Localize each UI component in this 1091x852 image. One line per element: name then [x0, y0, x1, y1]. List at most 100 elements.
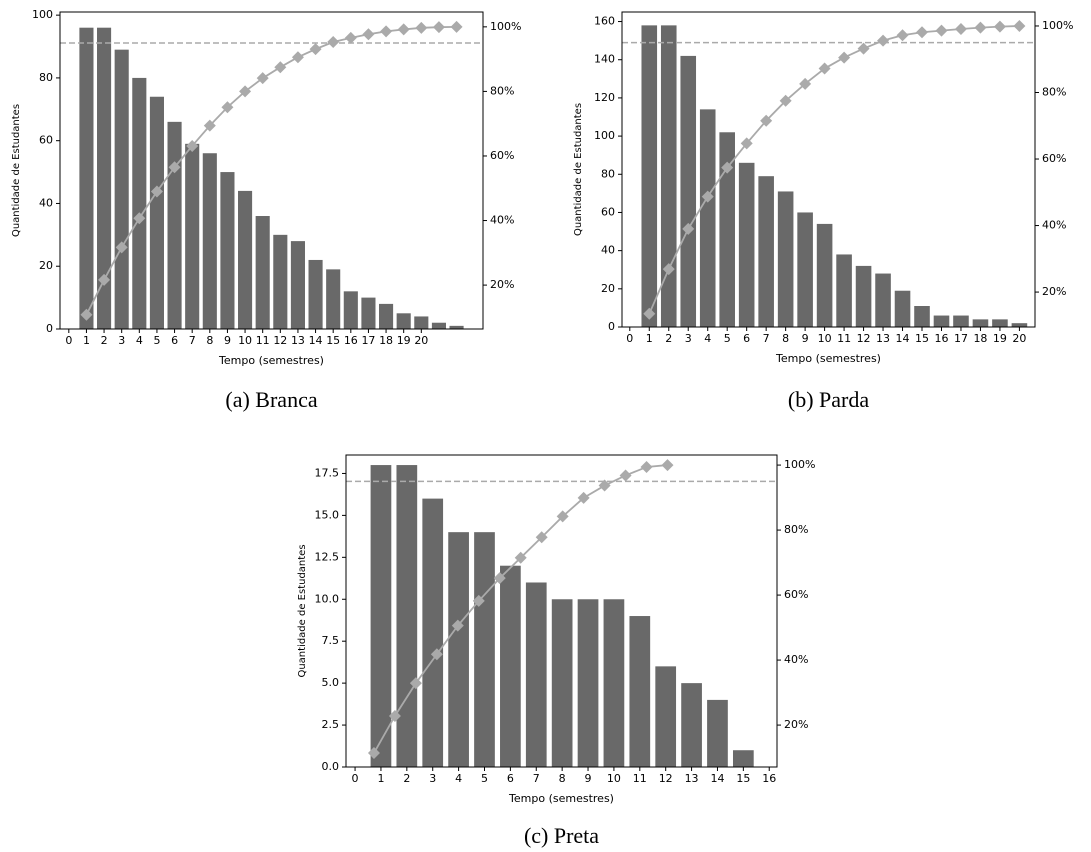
cumulative-marker: [662, 263, 675, 276]
y-axis-label: Quantidade de Estudantes: [573, 103, 584, 236]
x-tick-label: 3: [685, 332, 692, 345]
x-tick-label: 2: [101, 334, 108, 347]
bar: [396, 313, 411, 329]
cumulative-marker: [274, 61, 287, 74]
y-tick-label: 15.0: [315, 508, 340, 521]
cumulative-marker: [514, 551, 527, 564]
caption: (c) Preta: [524, 823, 599, 848]
x-tick-label: 0: [352, 772, 359, 785]
cumulative-marker: [721, 161, 734, 174]
bar: [414, 316, 429, 329]
y2-tick-label: 60%: [784, 588, 808, 601]
x-axis-label: Tempo (semestres): [508, 792, 614, 805]
cumulative-marker: [493, 572, 506, 585]
bar: [379, 303, 394, 329]
bar: [97, 27, 112, 330]
cumulative-marker: [150, 185, 163, 198]
cumulative-marker: [203, 119, 216, 132]
plot-frame: [621, 11, 1036, 328]
x-tick-label: 7: [189, 334, 196, 347]
bar: [449, 325, 464, 329]
bar: [396, 465, 418, 767]
bar: [933, 315, 950, 327]
cumulative-marker: [556, 510, 569, 523]
y-axis-label: Quantidade de Estudantes: [297, 544, 308, 677]
x-tick-label: 10: [818, 332, 832, 345]
y2-tick-label: 80%: [784, 523, 808, 536]
bar: [551, 599, 573, 767]
cumulative-marker: [838, 51, 851, 64]
cumulative-marker: [682, 222, 695, 235]
cumulative-marker: [309, 43, 322, 56]
cumulative-marker: [954, 22, 967, 35]
y-tick-label: 60: [601, 205, 615, 218]
cumulative-marker: [818, 62, 831, 75]
bar: [577, 599, 599, 767]
cumulative-marker: [993, 20, 1006, 33]
cumulative-marker: [221, 101, 234, 114]
cumulative-marker: [643, 307, 656, 320]
x-tick-label: 9: [802, 332, 809, 345]
x-tick-label: 5: [724, 332, 731, 345]
x-tick-label: 7: [533, 772, 540, 785]
y-tick-label: 40: [39, 196, 53, 209]
x-tick-label: 7: [763, 332, 770, 345]
y-tick-label: 17.5: [315, 466, 340, 479]
x-tick-label: 10: [607, 772, 621, 785]
bar: [758, 176, 774, 327]
cumulative-marker: [472, 594, 485, 607]
x-tick-label: 13: [876, 332, 890, 345]
x-tick-label: 1: [83, 334, 90, 347]
bar: [953, 315, 969, 327]
bar: [132, 77, 147, 329]
bar: [894, 290, 911, 327]
x-tick-label: 15: [736, 772, 750, 785]
bar: [816, 223, 833, 327]
bar: [738, 162, 755, 327]
bar: [273, 234, 288, 329]
bar: [308, 259, 323, 329]
cumulative-marker: [409, 677, 422, 690]
cumulative-marker: [327, 36, 340, 49]
bar: [167, 121, 182, 329]
x-tick-label: 18: [973, 332, 987, 345]
cumulative-marker: [186, 139, 199, 152]
y-tick-label: 40: [601, 244, 615, 257]
caption: (b) Parda: [788, 387, 869, 412]
y-tick-label: 0: [608, 320, 615, 333]
x-tick-label: 2: [403, 772, 410, 785]
x-tick-label: 9: [585, 772, 592, 785]
y2-tick-label: 100%: [1042, 19, 1073, 32]
y-tick-label: 0.0: [322, 760, 340, 773]
y2-tick-label: 80%: [490, 84, 514, 97]
x-tick-label: 16: [934, 332, 948, 345]
bar: [370, 465, 392, 767]
y-tick-label: 60: [39, 134, 53, 147]
x-tick-label: 8: [559, 772, 566, 785]
x-tick-label: 8: [782, 332, 789, 345]
bar: [655, 666, 677, 767]
cumulative-line: [85, 25, 457, 316]
x-tick-label: 20: [1012, 332, 1026, 345]
bar: [326, 269, 341, 329]
bar: [660, 25, 677, 327]
cumulative-marker: [935, 24, 948, 37]
x-tick-label: 4: [455, 772, 462, 785]
y-tick-label: 2.5: [322, 718, 340, 731]
x-tick-label: 17: [954, 332, 968, 345]
cumulative-marker: [168, 161, 181, 174]
bar: [185, 143, 200, 329]
cumulative-marker: [344, 31, 357, 44]
x-tick-label: 0: [626, 332, 633, 345]
y2-tick-label: 40%: [490, 214, 514, 227]
x-tick-label: 14: [896, 332, 910, 345]
cumulative-marker: [362, 28, 375, 41]
bar: [699, 109, 716, 327]
cumulative-marker: [291, 51, 304, 64]
y-tick-label: 5.0: [322, 676, 340, 689]
cumulative-marker: [80, 308, 93, 321]
bar: [79, 27, 94, 330]
bar: [641, 25, 658, 327]
x-tick-label: 15: [915, 332, 929, 345]
y2-tick-label: 20%: [784, 718, 808, 731]
